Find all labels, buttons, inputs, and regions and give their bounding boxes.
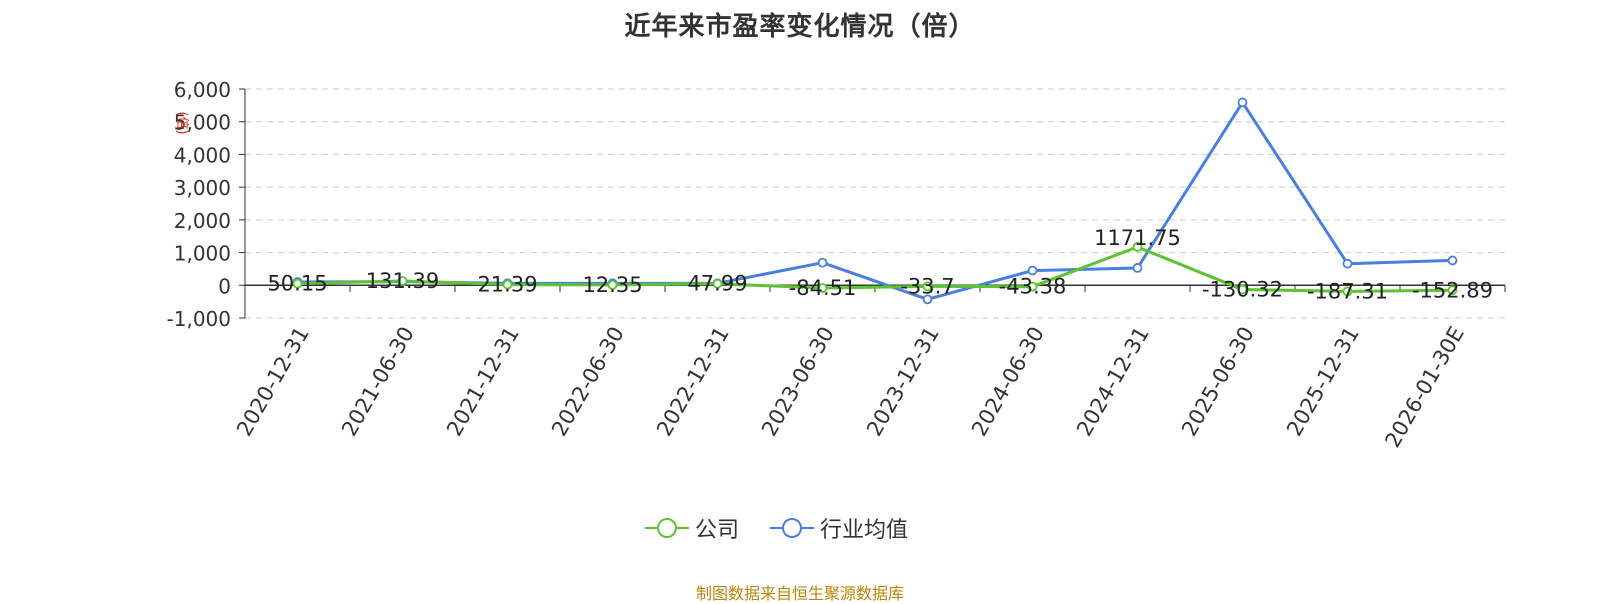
data-label: -84.51: [789, 276, 857, 300]
data-label: -152.89: [1412, 278, 1493, 302]
y-tick-label: 1,000: [174, 242, 231, 266]
point-company: [502, 279, 513, 290]
point-company: [817, 283, 828, 293]
x-tick-label: 2020-12-31: [232, 323, 314, 441]
data-label: 47.99: [687, 272, 747, 296]
legend-industry-label: 行业均值: [820, 518, 909, 543]
series-line-industry: [297, 100, 1453, 301]
legend-item-industry[interactable]: 行业均值: [770, 512, 908, 544]
point-industry: [817, 257, 828, 268]
y-tick-label: 0: [218, 274, 231, 298]
series-group: [292, 97, 1458, 305]
y-tick-label: 6,000: [174, 78, 231, 102]
data-label: -33.7: [900, 274, 954, 298]
point-industry: [922, 294, 933, 305]
data-label: 12.35: [582, 273, 642, 297]
point-company: [712, 278, 723, 289]
point-company: [1132, 242, 1143, 252]
data-label: 21.39: [477, 273, 537, 297]
point-company: [292, 278, 303, 289]
legend-industry-icon: [770, 518, 814, 538]
y-tick-label: 3,000: [174, 176, 231, 200]
point-industry: [1132, 263, 1143, 273]
x-tick-label: 2023-06-30: [757, 323, 839, 441]
data-label: -187.31: [1307, 279, 1388, 303]
data-labels: 50.15 131.39 21.39 12.35 47.99 -84.51 -33.7 -43…: [267, 226, 1493, 303]
point-company: [1027, 281, 1038, 292]
data-source-note: 制图数据来自恒生聚源数据库: [695, 584, 904, 603]
chart-title: 近年来市盈率变化情况（倍）: [624, 12, 976, 42]
y-tick-label: 2,000: [174, 209, 231, 233]
data-label: 50.15: [267, 272, 327, 296]
x-axis: 2020-12-31 2021-06-30 2021-12-31 2022-06-30…: [232, 284, 1506, 452]
point-company: [1237, 284, 1248, 295]
x-tick-label: 2023-12-31: [862, 323, 944, 441]
legend-item-company[interactable]: 公司: [645, 512, 739, 544]
grid-lines: [245, 88, 1505, 319]
y-axis: -1,000 0 1,000 2,000 3,000 4,000 5,000 6,000 (倍): [167, 78, 246, 331]
point-company: [397, 276, 408, 286]
point-industry: [1447, 255, 1458, 266]
legend-company-label: 公司: [695, 518, 740, 543]
x-tick-label: 2021-12-31: [442, 323, 524, 441]
x-tick-label: 2022-12-31: [652, 323, 734, 441]
point-industry: [1342, 258, 1353, 269]
point-industry: [1237, 97, 1248, 108]
data-label: 131.39: [366, 269, 439, 293]
x-tick-label: 2022-06-30: [547, 323, 629, 441]
y-unit-mark: (倍): [174, 111, 189, 134]
x-tick-label: 2025-12-31: [1282, 323, 1364, 441]
data-label: -130.32: [1202, 278, 1283, 302]
point-company: [922, 281, 933, 292]
x-tick-label: 2026-01-30E: [1380, 323, 1468, 452]
y-tick-label: -1,000: [167, 307, 231, 331]
point-industry: [1027, 265, 1038, 276]
x-tick-label: 2025-06-30: [1177, 323, 1259, 441]
legend-company-icon: [645, 518, 689, 538]
series-line-company: [297, 245, 1453, 293]
point-company: [1342, 286, 1353, 297]
x-tick-label: 2024-12-31: [1072, 323, 1154, 441]
x-tick-label: 2021-06-30: [337, 323, 419, 441]
y-tick-label: 5,000: [174, 111, 231, 135]
data-label: 1171.75: [1094, 226, 1181, 250]
point-company: [607, 279, 618, 290]
data-label: -43.38: [999, 275, 1067, 299]
pe-line-chart: -1,000 0 1,000 2,000 3,000 4,000 5,000 6,000 (倍)…: [167, 78, 1506, 452]
point-company: [1447, 285, 1458, 296]
y-tick-label: 4,000: [174, 143, 231, 167]
x-tick-label: 2024-06-30: [967, 323, 1049, 441]
